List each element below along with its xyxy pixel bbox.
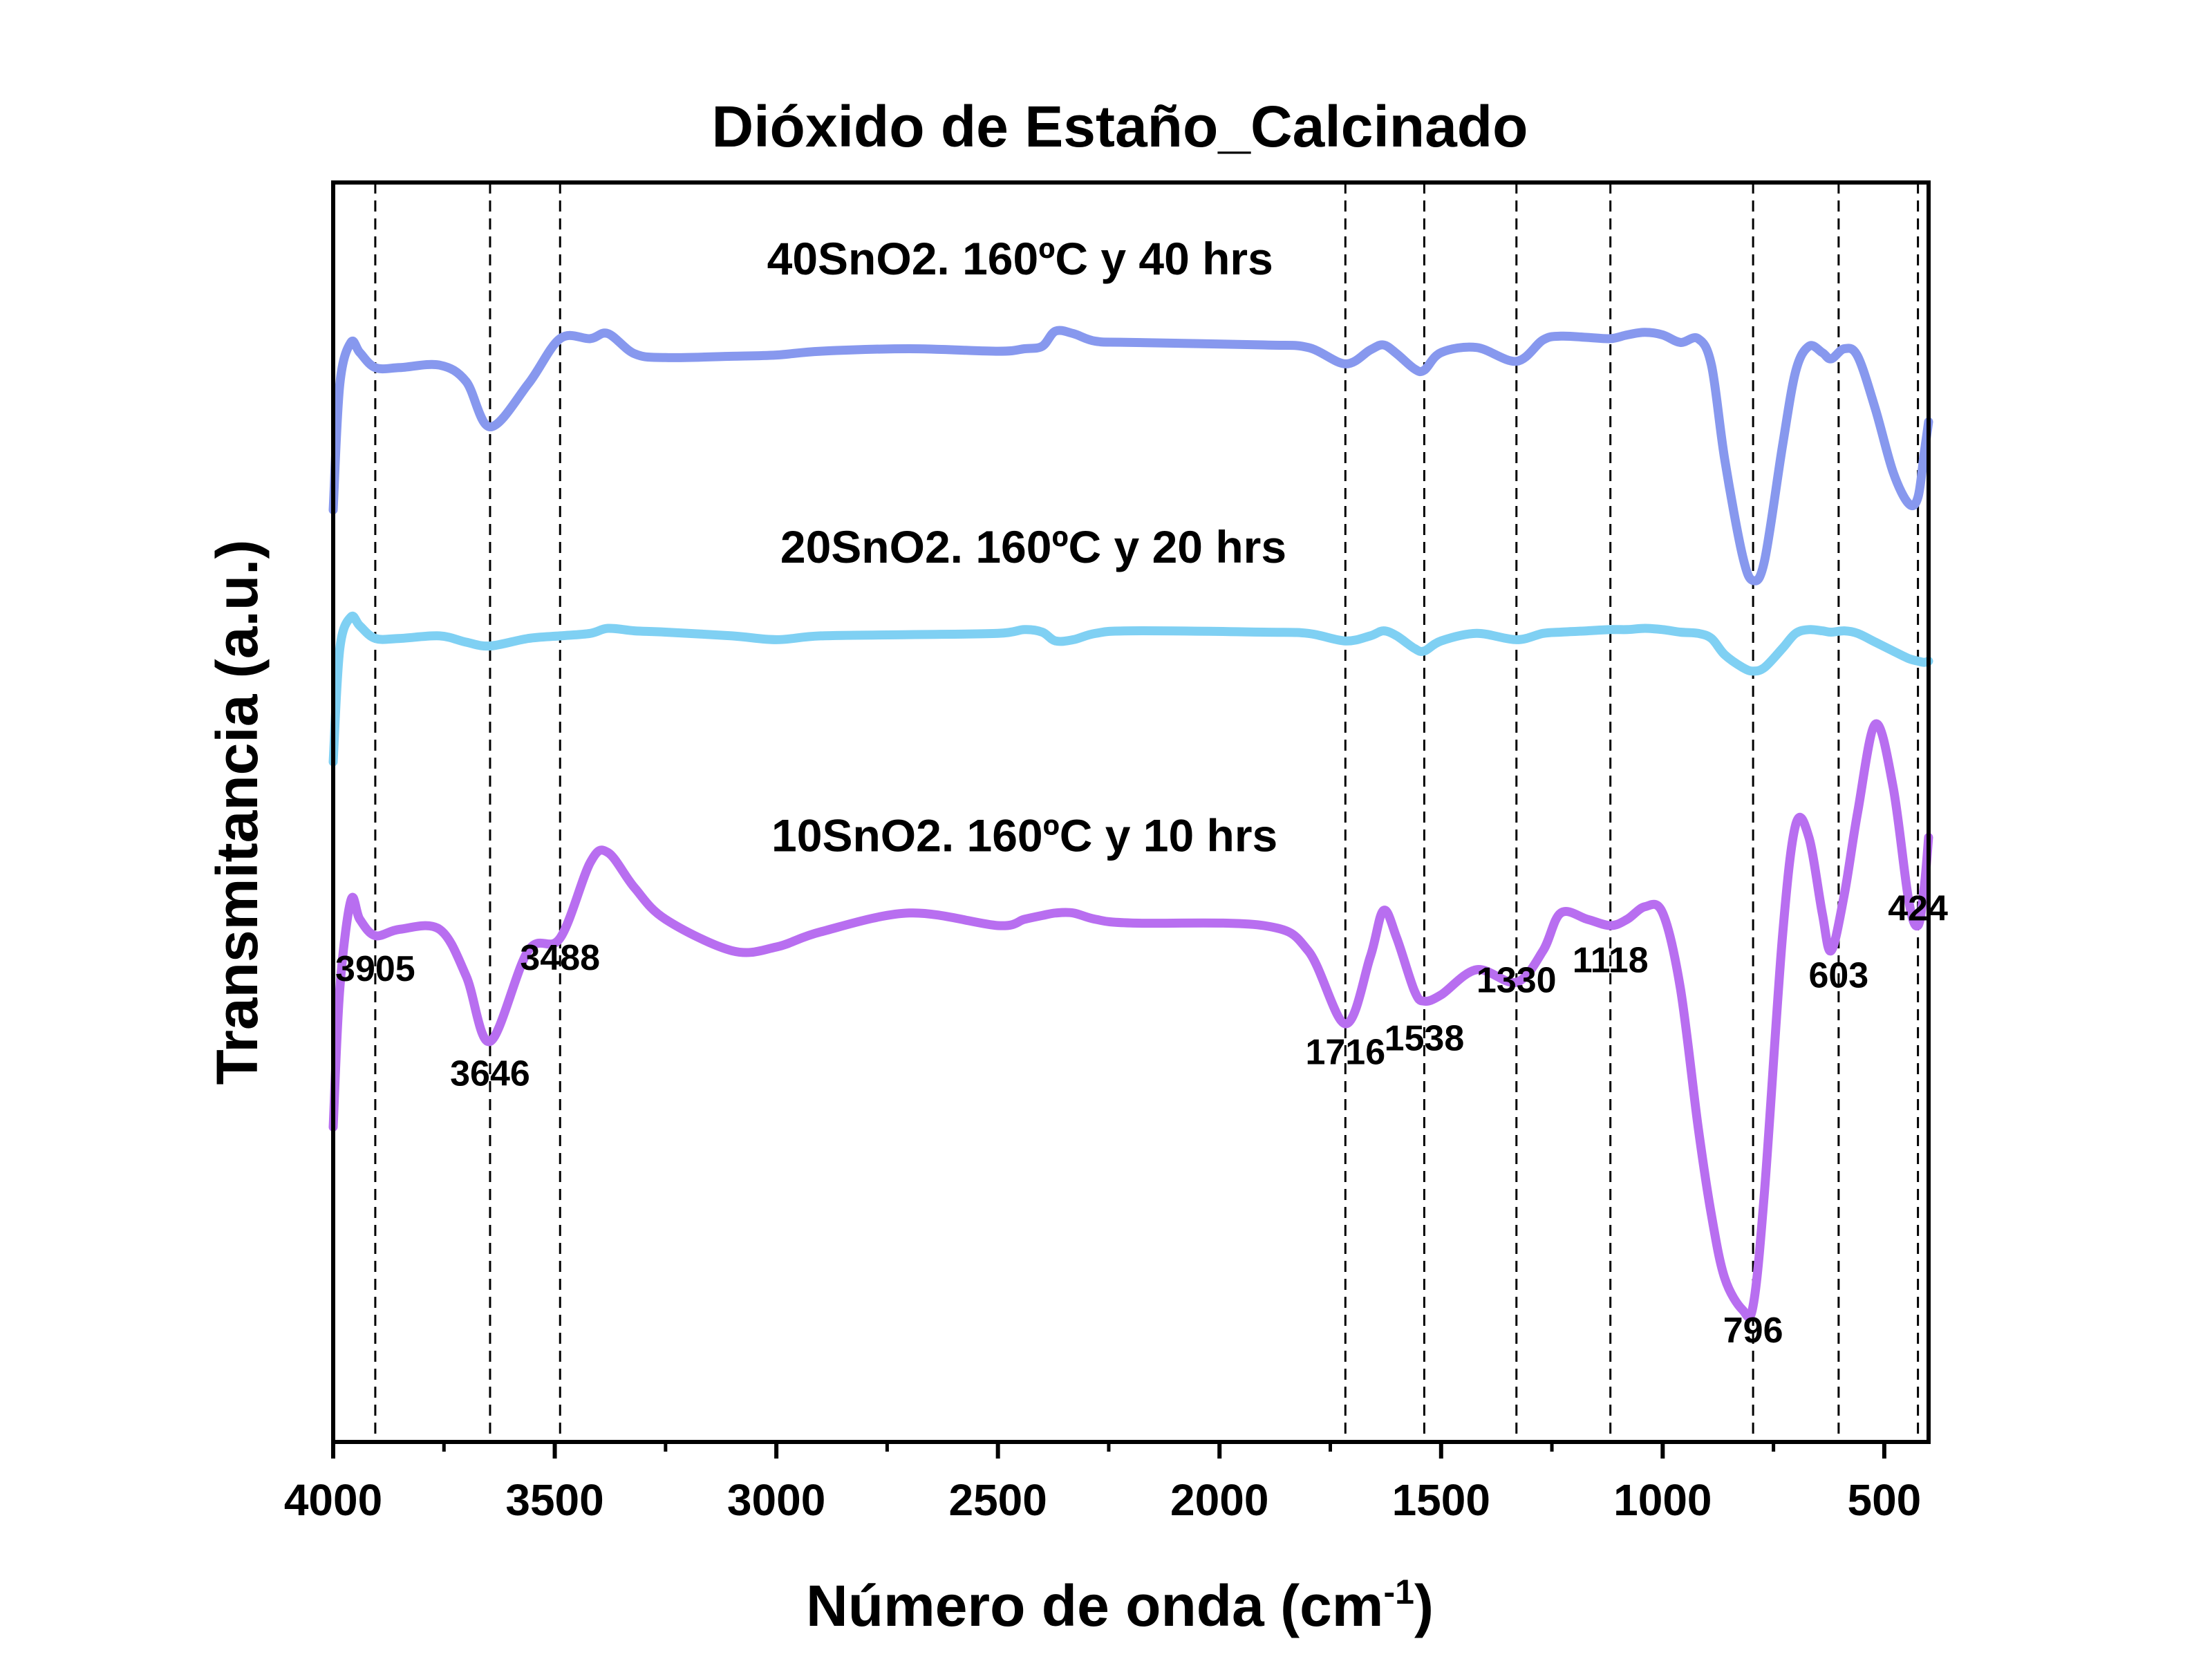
x-tick-label-1500: 1500 xyxy=(1392,1475,1490,1525)
series-labels: 40SnO2. 160ºC y 40 hrs 20SnO2. 160ºC y 20… xyxy=(767,233,1286,861)
series-line-2 xyxy=(328,611,1933,767)
peak-label-3646: 3646 xyxy=(450,1053,530,1094)
peak-label-3488: 3488 xyxy=(520,938,600,978)
series-label-2: 20SnO2. 160ºC y 20 hrs xyxy=(780,521,1286,572)
x-tick-label-1000: 1000 xyxy=(1613,1475,1712,1525)
x-tick-label-3500: 3500 xyxy=(505,1475,603,1525)
y-axis-title: Transmitancia (a.u.) xyxy=(205,540,270,1085)
peak-label-1330: 1330 xyxy=(1477,961,1557,1001)
peak-label-1716: 1716 xyxy=(1305,1032,1385,1072)
peak-label-3905: 3905 xyxy=(335,949,415,989)
peak-label-424: 424 xyxy=(1888,889,1948,929)
series-label-1: 40SnO2. 160ºC y 40 hrs xyxy=(767,233,1273,284)
x-tick-label-500: 500 xyxy=(1847,1475,1921,1525)
reference-lines xyxy=(374,182,1920,1442)
series-line-1 xyxy=(328,326,1933,585)
x-axis-title-close: ) xyxy=(1414,1573,1434,1638)
x-axis-title: Número de onda (cm-1) xyxy=(806,1573,1434,1638)
peak-label-1118: 1118 xyxy=(1573,940,1649,980)
x-axis-ticks xyxy=(331,1442,1886,1459)
x-axis-title-main: Número de onda (cm xyxy=(806,1573,1383,1638)
x-axis-tick-labels: 4000 3500 3000 2500 2000 1500 1000 500 xyxy=(284,1475,1921,1525)
series-layer xyxy=(328,326,1933,1322)
series-label-3: 10SnO2. 160ºC y 10 hrs xyxy=(771,809,1277,861)
x-axis-title-superscript: -1 xyxy=(1384,1573,1414,1611)
chart-title: Dióxido de Estaño_Calcinado xyxy=(712,94,1528,159)
peak-label-796: 796 xyxy=(1723,1311,1783,1351)
peak-label-1538: 1538 xyxy=(1385,1018,1465,1058)
plot-frame xyxy=(331,180,1931,1444)
x-tick-label-2500: 2500 xyxy=(948,1475,1047,1525)
x-tick-label-4000: 4000 xyxy=(284,1475,382,1525)
x-tick-label-3000: 3000 xyxy=(727,1475,825,1525)
peak-label-603: 603 xyxy=(1808,955,1868,995)
series-line-3 xyxy=(328,719,1933,1322)
x-tick-label-2000: 2000 xyxy=(1170,1475,1268,1525)
